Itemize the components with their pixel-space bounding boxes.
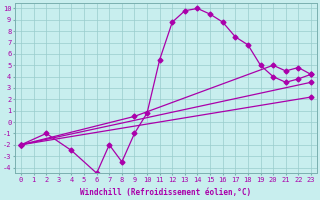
X-axis label: Windchill (Refroidissement éolien,°C): Windchill (Refroidissement éolien,°C) bbox=[80, 188, 252, 197]
